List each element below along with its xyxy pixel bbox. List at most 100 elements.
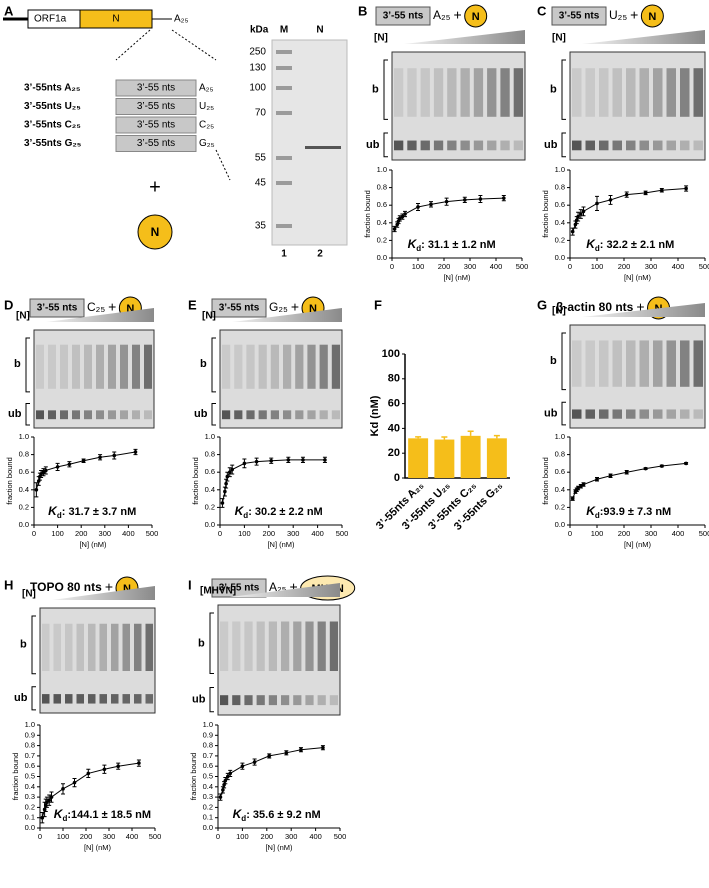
gel-smear-bound — [680, 68, 690, 117]
kd-subscript: d — [243, 511, 248, 520]
gel-band-unbound — [244, 695, 253, 706]
y-tick-label: 0.8 — [205, 450, 215, 459]
y-tick-label: 0.2 — [25, 802, 35, 811]
y-tick-label: 0.9 — [203, 730, 213, 739]
kd-subscript: d — [62, 814, 67, 823]
gel-band-unbound — [666, 409, 676, 419]
gel-smear-bound — [268, 621, 277, 671]
gel-conc-label: [MHVN] — [200, 586, 236, 597]
data-point — [81, 458, 86, 463]
gel-band-unbound — [639, 409, 649, 419]
gel-conc-label: [N] — [22, 589, 36, 600]
x-tick-label: 200 — [618, 529, 631, 538]
gel-smear-bound — [307, 344, 316, 389]
header-plus: + — [454, 7, 462, 23]
data-point — [608, 198, 613, 202]
y-tick-label: 0.2 — [377, 235, 387, 244]
concentration-wedge — [52, 586, 155, 600]
gel-band-unbound — [84, 410, 92, 420]
gel-smear-bound — [394, 68, 404, 117]
gel-smear-bound — [99, 623, 107, 671]
y-axis-label: fraction bound — [363, 190, 372, 238]
panel-label: F — [374, 297, 382, 312]
x-tick-label: 300 — [99, 529, 112, 538]
gel-smear-bound — [305, 621, 314, 671]
x-tick-label: 400 — [126, 832, 139, 841]
gel-band-unbound — [433, 140, 444, 151]
gel-smear-bound — [513, 68, 523, 117]
construct-box — [115, 98, 197, 115]
protein-band — [305, 146, 341, 149]
y-tick-label: 0.0 — [555, 520, 565, 529]
y-tick-label: 80 — [388, 373, 400, 385]
orf-label: ORF1a — [34, 14, 67, 25]
x-tick-label: 200 — [438, 262, 451, 271]
data-point — [684, 186, 688, 191]
data-point — [230, 467, 234, 472]
gel-band-unbound — [666, 140, 676, 151]
gel-unbound-label: ub — [192, 694, 206, 706]
gel-smear-bound — [585, 340, 595, 387]
gel-smear-bound — [270, 344, 279, 389]
tail-label: A₂₅ — [174, 14, 189, 25]
construct-box — [115, 135, 197, 152]
gel-smear-bound — [626, 68, 636, 117]
unbound-bracket — [211, 403, 216, 426]
gel-band-unbound — [680, 140, 690, 151]
y-tick-label: 0 — [394, 472, 400, 484]
gel-conc-label: [N] — [374, 33, 388, 44]
gel-conc-label: [N] — [552, 33, 566, 44]
panel-label: A — [4, 3, 14, 18]
plus: + — [149, 176, 161, 198]
gel-smear-bound — [134, 623, 142, 671]
x-tick-label: 0 — [32, 529, 36, 538]
data-point — [116, 764, 120, 768]
data-point — [49, 795, 54, 799]
gel-smear-bound — [48, 344, 56, 389]
error-bar — [415, 436, 422, 439]
gel-band-unbound — [693, 140, 703, 151]
kd-value: : 30.2 ± 2.2 nM — [248, 506, 323, 518]
y-tick-label: 0.2 — [555, 502, 565, 511]
lane-label: N — [316, 25, 323, 36]
protein-label: N — [309, 303, 317, 315]
data-point — [45, 800, 49, 805]
gel-band-unbound — [585, 140, 595, 151]
gel-band-unbound — [42, 694, 50, 704]
gel-smear-bound — [599, 340, 609, 387]
protein-circle — [137, 214, 173, 250]
x-tick-label: 400 — [122, 529, 135, 538]
kd-value: : 32.2 ± 2.1 nM — [600, 239, 675, 251]
marker-label: 100 — [249, 83, 266, 94]
data-point — [416, 205, 420, 209]
marker-band — [276, 66, 292, 70]
gel-smear-bound — [60, 344, 68, 389]
y-axis-label: fraction bound — [5, 457, 14, 505]
x-tick-label: 0 — [38, 832, 42, 841]
kd-symbol: K — [48, 504, 58, 518]
x-tick-label: 0 — [218, 529, 222, 538]
construct-tail: C₂₅ — [199, 120, 214, 131]
gel-smear-bound — [144, 344, 152, 389]
gel-band-unbound — [693, 409, 703, 419]
gel-smear-bound — [612, 340, 622, 387]
y-tick-label: 1.0 — [19, 432, 29, 441]
gel-smear-bound — [72, 344, 80, 389]
gel-smear-bound — [220, 621, 229, 671]
gel-band-unbound — [329, 695, 338, 706]
data-point — [102, 767, 107, 772]
gel-smear-bound — [420, 68, 430, 117]
gel-band-unbound — [599, 140, 609, 151]
gene-label: N — [112, 14, 119, 25]
gel-smear-bound — [653, 68, 663, 117]
x-tick-label: 500 — [149, 832, 162, 841]
y-tick-label: 1.0 — [205, 432, 215, 441]
data-point — [463, 198, 467, 202]
gel-smear-bound — [680, 340, 690, 387]
gel-unbound-label: ub — [8, 408, 22, 420]
x-axis-label: [N] (nM) — [79, 540, 107, 549]
x-tick-label: 300 — [285, 832, 298, 841]
y-tick-label: 0.9 — [25, 730, 35, 739]
x-tick-label: 100 — [412, 262, 425, 271]
data-point — [608, 473, 613, 478]
